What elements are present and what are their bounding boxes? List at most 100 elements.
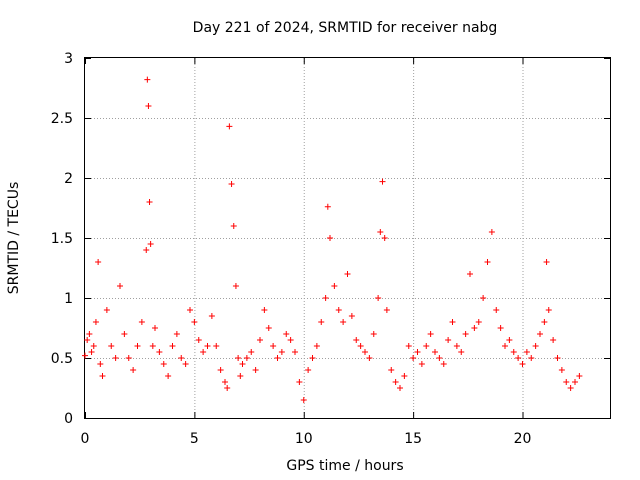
- data-point: [348, 313, 355, 319]
- data-point: [103, 307, 110, 313]
- data-point: [112, 355, 119, 361]
- x-axis-label: GPS time / hours: [286, 458, 403, 474]
- data-point: [228, 181, 235, 187]
- data-point: [397, 385, 403, 391]
- data-point: [178, 355, 185, 361]
- data-point: [440, 361, 447, 367]
- chart-title: Day 221 of 2024, SRMTID for receiver nab…: [193, 20, 498, 36]
- data-point: [537, 331, 543, 337]
- data-point: [381, 235, 388, 241]
- y-tick-label: 0.5: [51, 351, 73, 367]
- data-point: [558, 367, 565, 373]
- data-point: [195, 337, 202, 343]
- data-point: [130, 367, 137, 373]
- data-point: [243, 355, 250, 361]
- data-point: [160, 361, 167, 367]
- data-point: [305, 367, 312, 373]
- data-point: [144, 76, 151, 83]
- data-point: [173, 331, 180, 337]
- data-point: [388, 367, 395, 373]
- data-point: [224, 385, 231, 391]
- data-point: [117, 283, 123, 289]
- data-point: [257, 337, 263, 343]
- data-point: [287, 337, 294, 343]
- axis-ticks: [85, 58, 610, 419]
- y-tick-label: 1: [64, 291, 73, 307]
- data-point: [462, 331, 469, 337]
- data-point: [125, 355, 132, 361]
- data-point: [252, 367, 259, 373]
- data-point: [217, 367, 224, 373]
- data-point: [427, 331, 434, 337]
- data-point: [82, 352, 88, 359]
- data-point: [510, 349, 517, 355]
- data-point: [274, 355, 281, 361]
- data-point: [467, 271, 473, 277]
- data-point: [502, 343, 508, 349]
- y-tick-label: 2: [64, 171, 73, 187]
- x-tick-label: 20: [514, 431, 532, 447]
- y-tick-label: 0: [64, 411, 73, 427]
- data-point: [357, 343, 364, 349]
- data-point: [432, 349, 438, 355]
- data-point: [453, 343, 460, 349]
- y-tick-labels: 0 0.5 1 1.5 2 2.5 3: [51, 51, 73, 427]
- data-point: [191, 319, 198, 325]
- data-point: [200, 349, 207, 355]
- data-point: [283, 331, 290, 337]
- data-point: [278, 349, 285, 355]
- data-point: [484, 259, 491, 265]
- data-point: [213, 343, 220, 349]
- data-point: [138, 319, 145, 325]
- data-point: [92, 319, 99, 325]
- data-point: [418, 361, 425, 367]
- x-tick-label: 15: [404, 431, 422, 447]
- data-point: [366, 355, 373, 361]
- data-point: [436, 355, 443, 361]
- data-point: [493, 307, 500, 313]
- data-point: [169, 343, 176, 349]
- data-point: [377, 229, 384, 235]
- grid: [85, 58, 610, 418]
- data-point: [375, 295, 382, 301]
- data-point: [134, 343, 141, 349]
- data-point: [362, 349, 368, 355]
- data-point: [528, 355, 535, 361]
- data-point: [563, 379, 570, 385]
- x-tick-label: 0: [81, 431, 90, 447]
- data-point: [370, 331, 377, 337]
- data-point: [471, 325, 478, 331]
- data-point: [475, 319, 482, 325]
- data-point: [230, 223, 237, 229]
- data-point: [143, 247, 150, 253]
- data-point: [523, 349, 530, 355]
- y-tick-label: 1.5: [51, 231, 73, 247]
- data-point: [90, 343, 97, 349]
- data-point: [265, 325, 272, 331]
- data-point: [84, 337, 91, 343]
- data-point: [270, 343, 277, 349]
- data-point: [458, 349, 465, 355]
- data-point: [121, 331, 128, 337]
- data-point: [379, 178, 386, 185]
- x-tick-label: 5: [190, 431, 199, 447]
- data-point: [327, 235, 333, 241]
- data-point: [232, 283, 239, 289]
- data-point: [383, 307, 390, 313]
- data-point: [554, 355, 561, 361]
- data-point: [296, 379, 303, 385]
- data-point: [95, 259, 102, 265]
- plot-frame: [84, 57, 611, 419]
- data-point: [165, 373, 172, 379]
- data-point: [423, 343, 430, 349]
- data-point: [108, 343, 115, 349]
- data-point: [545, 307, 552, 313]
- y-tick-label: 2.5: [51, 111, 73, 127]
- data-point: [324, 203, 331, 210]
- data-point: [300, 397, 307, 403]
- data-point: [182, 361, 189, 367]
- data-point: [99, 373, 106, 379]
- data-point: [248, 349, 255, 355]
- data-point: [445, 337, 452, 343]
